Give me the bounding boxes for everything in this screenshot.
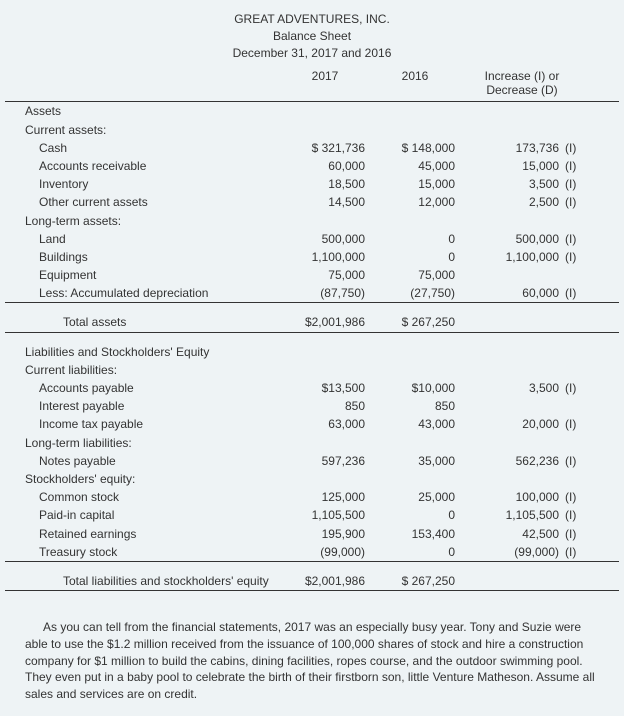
row-equip: Equipment75,00075,000 [5,266,619,284]
row-ts: Treasury stock(99,000)0(99,000)(I) [5,543,619,562]
row-dep: Less: Accumulated depreciation(87,750)(2… [5,284,619,303]
row-land: Land500,0000500,000(I) [5,230,619,248]
row-cash: Cash$ 321,736$ 148,000173,736(I) [5,139,619,157]
row-total-assets: Total assets$2,001,986$ 267,250 [5,313,619,332]
row-re: Retained earnings195,900153,40042,500(I) [5,525,619,543]
row-ap: Accounts payable$13,500$10,0003,500(I) [5,379,619,397]
row-tax: Income tax payable63,00043,00020,000(I) [5,415,619,433]
row-pic: Paid-in capital1,105,50001,105,500(I) [5,506,619,524]
col-change: Increase (I) or Decrease (D) [465,69,585,97]
row-bldg: Buildings1,100,00001,100,000(I) [5,248,619,266]
se-title: Stockholders' equity: [5,470,619,488]
col-2017: 2017 [285,69,375,97]
sheet-title: Balance Sheet [5,28,619,45]
row-intp: Interest payable850850 [5,397,619,415]
footnote: As you can tell from the financial state… [5,601,619,711]
row-other: Other current assets14,50012,0002,500(I) [5,193,619,211]
assets-title: Assets [5,102,619,120]
cur-liab-title: Current liabilities: [5,361,619,379]
row-cs: Common stock125,00025,000100,000(I) [5,488,619,506]
balance-sheet: GREAT ADVENTURES, INC. Balance Sheet Dec… [5,5,619,711]
liab-title: Liabilities and Stockholders' Equity [5,343,619,361]
company-name: GREAT ADVENTURES, INC. [5,11,619,28]
row-notes: Notes payable597,23635,000562,236(I) [5,452,619,470]
col-2016: 2016 [375,69,465,97]
lt-liab-title: Long-term liabilities: [5,434,619,452]
sheet-header: GREAT ADVENTURES, INC. Balance Sheet Dec… [5,5,619,69]
current-assets-title: Current assets: [5,121,619,139]
row-inv: Inventory18,50015,0003,500(I) [5,175,619,193]
column-headers: 2017 2016 Increase (I) or Decrease (D) [5,69,619,102]
row-ar: Accounts receivable60,00045,00015,000(I) [5,157,619,175]
row-total-liab: Total liabilities and stockholders' equi… [5,572,619,591]
lt-assets-title: Long-term assets: [5,212,619,230]
sheet-dates: December 31, 2017 and 2016 [5,45,619,62]
